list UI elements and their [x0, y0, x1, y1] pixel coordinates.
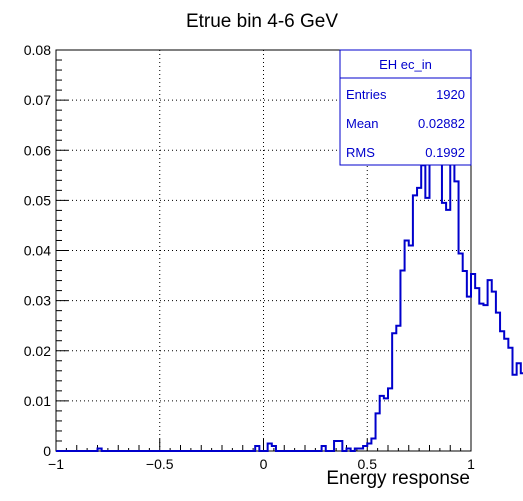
y-tick-label: 0.02	[24, 343, 51, 359]
stats-box: EH ec_in Entries 1920 Mean 0.02882 RMS 0.1992	[339, 49, 472, 166]
tick-labels: −1 −0.5 0 0.5 1 0 0.01 0.02 0.03 0.04 0.05 0.06 0.07…	[24, 42, 475, 472]
y-tick-label: 0.08	[24, 42, 51, 58]
grid-lines	[56, 50, 471, 451]
histogram-line	[56, 97, 523, 452]
y-tick-label: 0	[43, 443, 51, 459]
y-tick-label: 0.05	[24, 192, 51, 208]
stats-value: 0.02882	[418, 116, 465, 131]
x-axis-label: Energy response	[326, 468, 470, 489]
x-tick-label: 0	[260, 456, 268, 472]
x-tick-label: 0.5	[358, 456, 378, 472]
y-tick-label: 0.03	[24, 293, 51, 309]
x-tick-label: −1	[48, 456, 64, 472]
x-tick-label: −0.5	[146, 456, 174, 472]
stats-title: EH ec_in	[379, 57, 432, 72]
y-tick-label: 0.06	[24, 142, 51, 158]
axis-ticks	[55, 49, 472, 452]
stats-value: 0.1992	[425, 145, 465, 160]
y-tick-label: 0.07	[24, 92, 51, 108]
x-tick-label: 1	[467, 456, 475, 472]
stats-value: 1920	[436, 87, 465, 102]
y-tick-label: 0.01	[24, 393, 51, 409]
stats-label: Mean	[346, 116, 379, 131]
stats-label: Entries	[346, 87, 387, 102]
y-tick-label: 0.04	[24, 243, 51, 259]
chart-title: Etrue bin 4-6 GeV	[186, 11, 338, 32]
stats-label: RMS	[346, 145, 375, 160]
